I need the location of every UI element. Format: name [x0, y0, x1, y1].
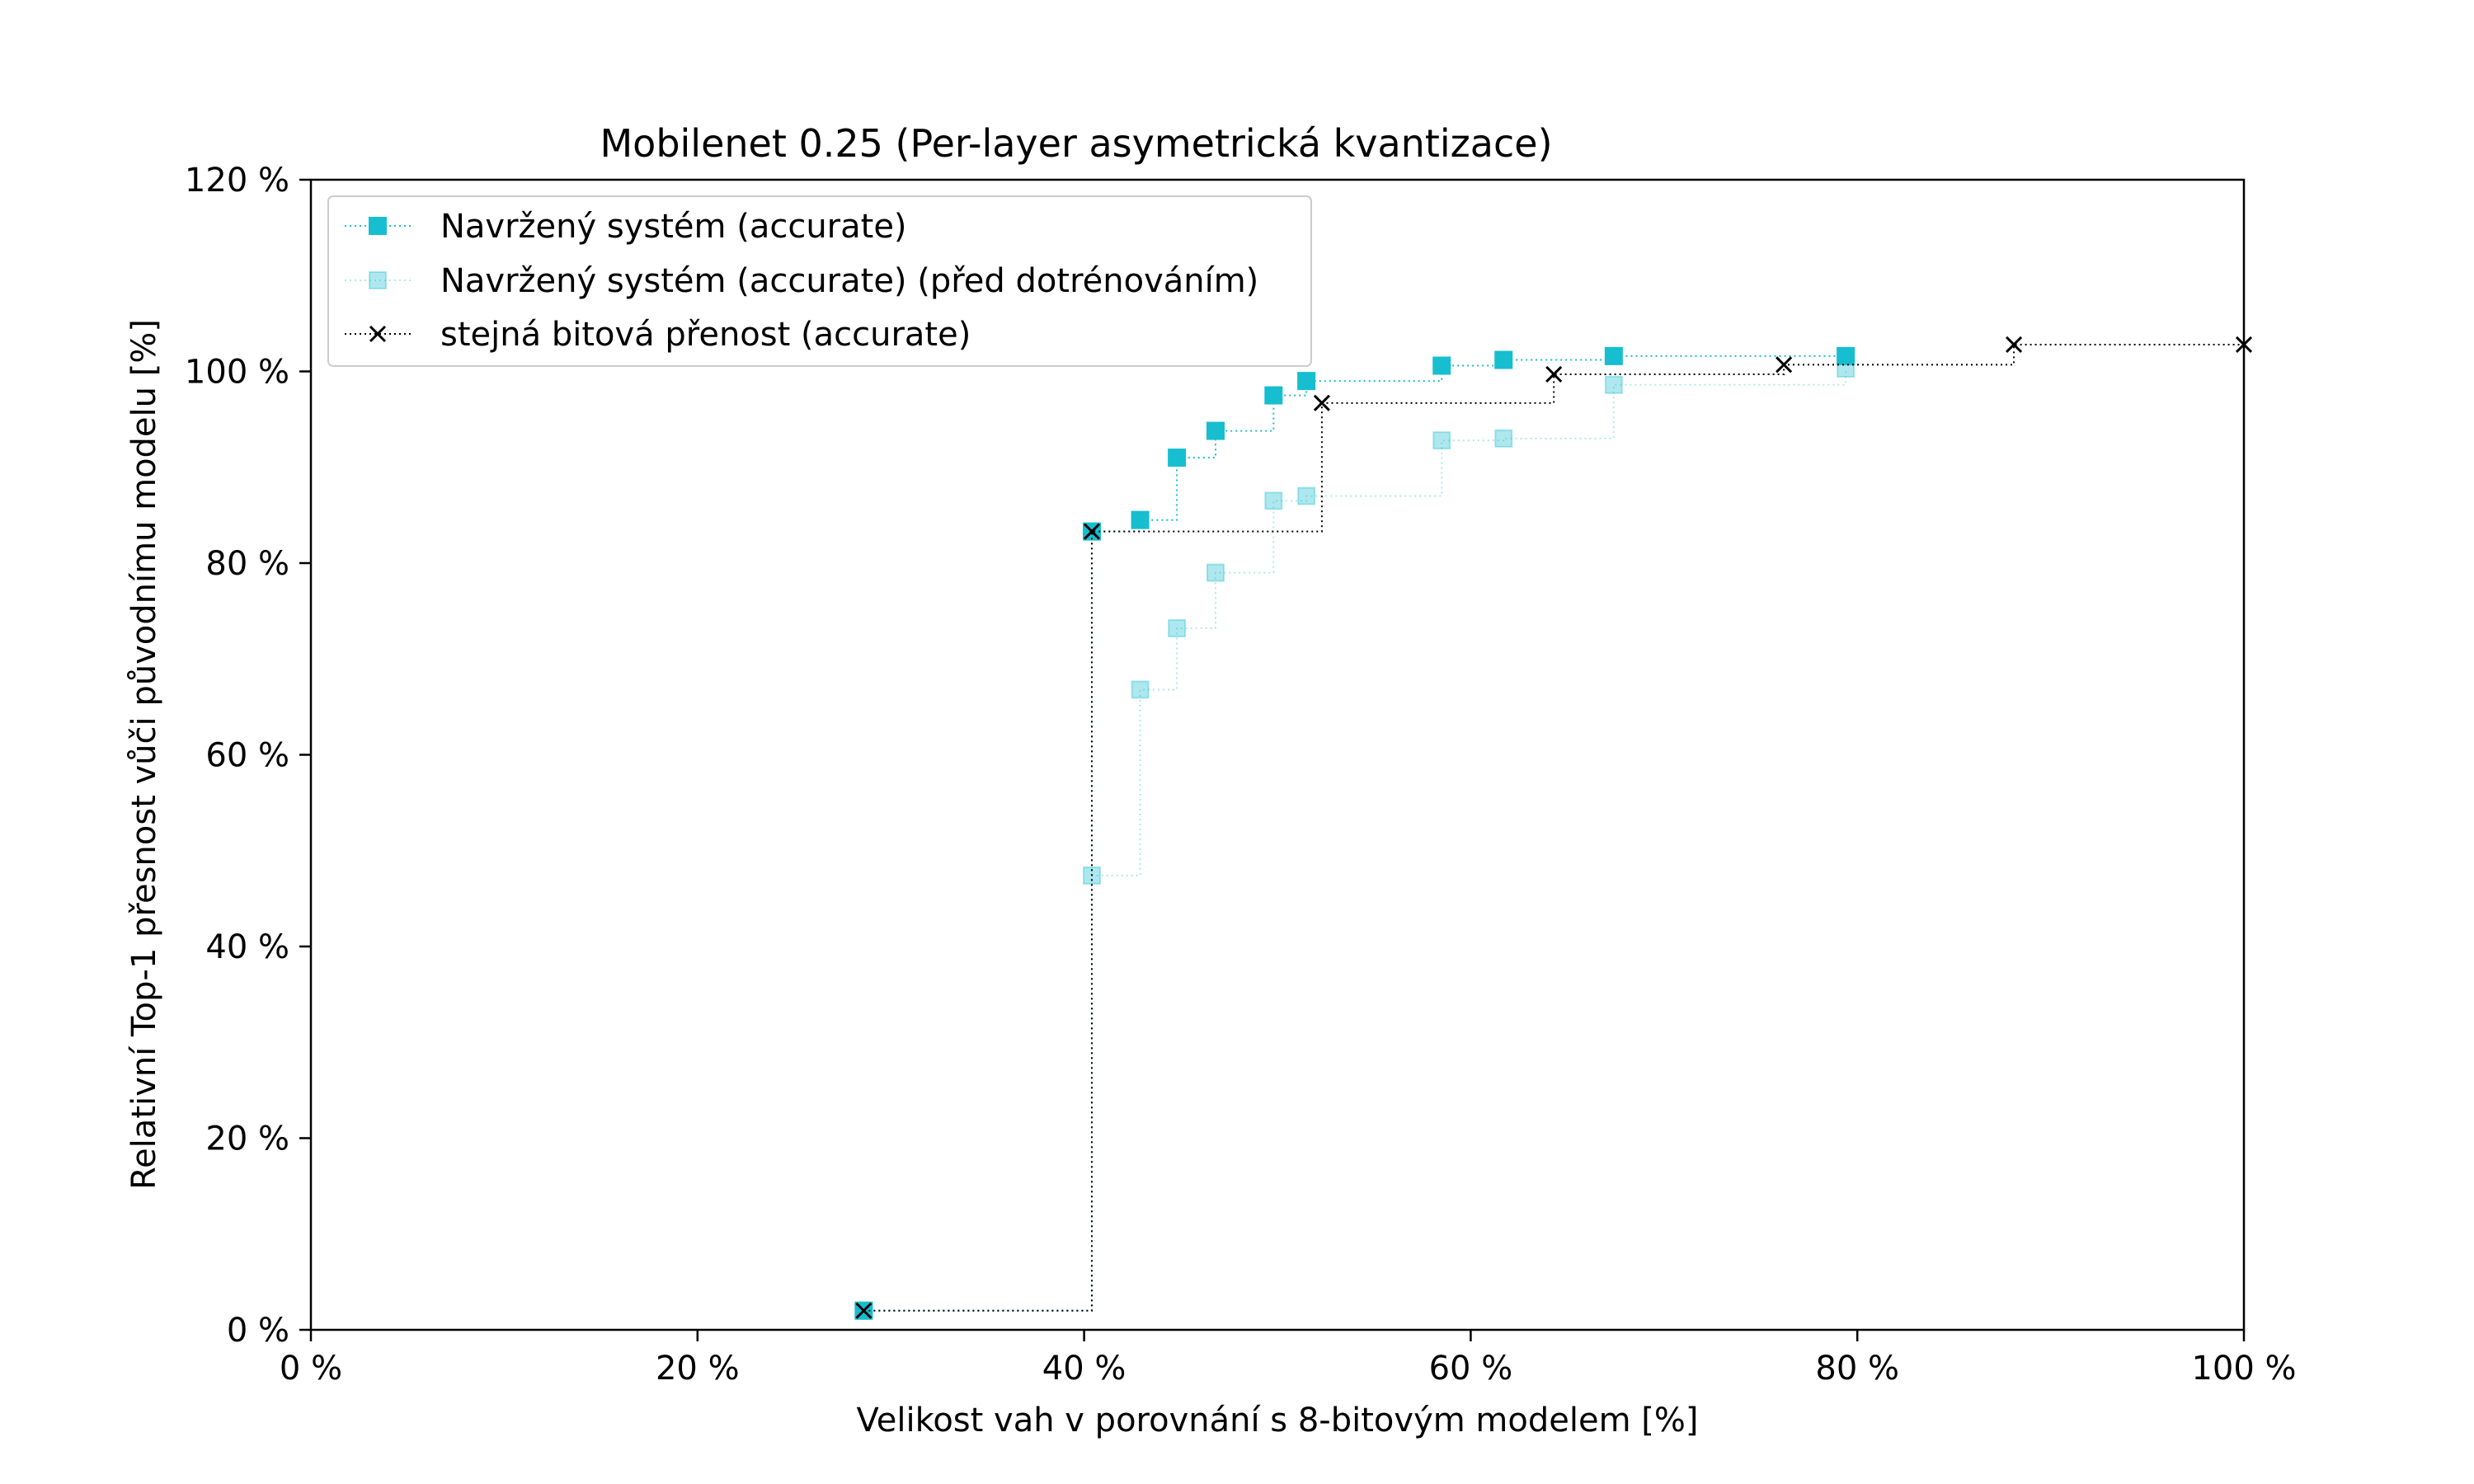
- data-point: [1168, 619, 1187, 638]
- y-tick-label: 120 %: [185, 162, 289, 200]
- chart-title: Mobilenet 0.25 (Per-layer asymetrická kv…: [600, 121, 1552, 166]
- data-point: [1297, 372, 1316, 391]
- data-point: [1206, 563, 1225, 582]
- data-point: [2005, 336, 2023, 354]
- series-1: [854, 359, 1856, 1320]
- legend-marker: [369, 325, 387, 343]
- y-tick-label: 80 %: [205, 545, 289, 583]
- legend-entry: stejná bitová přenost (accurate): [345, 316, 971, 354]
- data-point: [1313, 394, 1330, 411]
- legend-label: stejná bitová přenost (accurate): [440, 316, 971, 354]
- series-line: [863, 355, 1846, 1312]
- series-0: [854, 346, 1856, 1320]
- data-point: [1083, 523, 1101, 540]
- legend: Navržený systém (accurate) Navržený systé…: [327, 195, 1312, 367]
- y-tick-label: 60 %: [205, 737, 289, 775]
- data-point: [1168, 448, 1187, 467]
- data-point: [1494, 350, 1513, 369]
- x-tick-label: 100 %: [2191, 1350, 2296, 1388]
- data-point: [1264, 491, 1283, 510]
- data-point: [1206, 421, 1225, 440]
- y-tick-label: 40 %: [205, 928, 289, 966]
- x-tick-label: 80 %: [1815, 1350, 1899, 1388]
- data-point: [1776, 356, 1793, 373]
- data-point: [1604, 375, 1623, 394]
- data-point: [1837, 359, 1856, 378]
- y-axis: 0 % 20 % 40 % 60 % 80 % 100 % 120 %: [185, 162, 311, 1350]
- x-tick-label: 0 %: [280, 1350, 342, 1388]
- data-point: [1297, 486, 1316, 505]
- data-point: [1264, 386, 1283, 405]
- y-tick-label: 100 %: [185, 354, 289, 392]
- data-point: [855, 1302, 872, 1319]
- y-axis-label: Relativní Top-1 přesnost vůči původnímu …: [125, 319, 163, 1190]
- data-point: [1837, 346, 1856, 365]
- x-tick-label: 20 %: [656, 1350, 740, 1388]
- data-point: [1432, 356, 1451, 375]
- data-point: [1604, 346, 1623, 365]
- legend-frame: [327, 195, 1312, 367]
- legend-label: Navržený systém (accurate) (před dotréno…: [440, 262, 1258, 300]
- data-point: [1432, 431, 1451, 450]
- data-point: [1131, 510, 1150, 529]
- x-tick-label: 60 %: [1429, 1350, 1513, 1388]
- y-tick-label: 0 %: [227, 1312, 289, 1350]
- series-2: [855, 336, 2253, 1319]
- legend-marker: [369, 217, 387, 235]
- data-point: [1494, 429, 1513, 448]
- series-line: [863, 343, 2244, 1312]
- series-line: [863, 369, 1847, 1312]
- x-tick-label: 40 %: [1042, 1350, 1126, 1388]
- x-axis-label: Velikost vah v porovnání s 8-bitovým mod…: [857, 1402, 1699, 1439]
- legend-marker: [369, 271, 387, 289]
- data-point: [1545, 365, 1563, 383]
- series-layer: [854, 336, 2253, 1320]
- x-axis: 0 % 20 % 40 % 60 % 80 % 100 %: [280, 1330, 2297, 1388]
- y-tick-label: 20 %: [205, 1120, 289, 1158]
- legend-entry: Navržený systém (accurate): [345, 208, 907, 246]
- legend-label: Navržený systém (accurate): [440, 208, 907, 246]
- legend-entry: Navržený systém (accurate) (před dotréno…: [345, 262, 1258, 300]
- data-point: [1131, 680, 1150, 699]
